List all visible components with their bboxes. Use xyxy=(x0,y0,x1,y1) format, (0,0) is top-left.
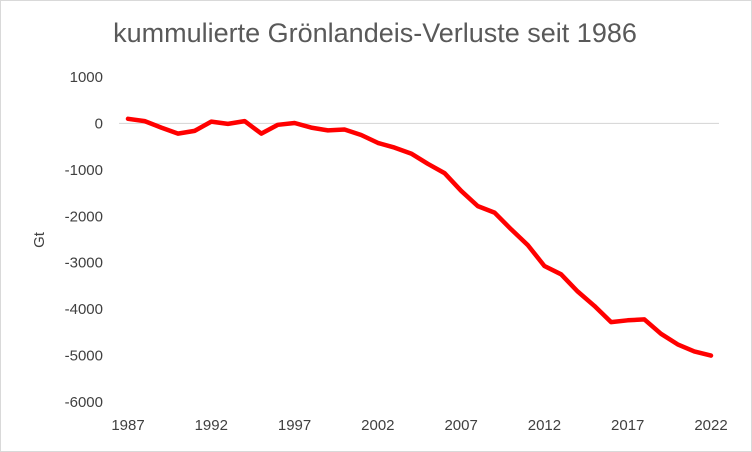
y-tick-label: -5000 xyxy=(65,348,103,365)
x-tick-label: 2002 xyxy=(361,417,394,434)
y-tick-label: -1000 xyxy=(65,162,103,179)
series-layer xyxy=(125,116,714,358)
y-tick-label: -3000 xyxy=(65,255,103,272)
x-tick-label: 1987 xyxy=(111,417,144,434)
x-tick-label: 2007 xyxy=(444,417,477,434)
y-axis-label: Gt xyxy=(31,231,48,248)
y-tick-label: 0 xyxy=(95,115,103,132)
x-tick-label: 2017 xyxy=(611,417,644,434)
series-line xyxy=(125,116,714,358)
x-tick-label: 2012 xyxy=(528,417,561,434)
x-tick-label: 2022 xyxy=(694,417,727,434)
chart-title: kummulierte Grönlandeis-Verluste seit 19… xyxy=(113,18,637,48)
y-tick-label: -4000 xyxy=(65,301,103,318)
y-axis: 1000 0 -1000 -2000 -3000 -4000 -5000 -6000 xyxy=(65,69,103,411)
x-tick-label: 1997 xyxy=(278,417,311,434)
y-tick-label: -2000 xyxy=(65,208,103,225)
y-tick-label: -6000 xyxy=(65,394,103,411)
y-tick-label: 1000 xyxy=(70,69,103,86)
x-axis: 1987 1992 1997 2002 2007 2012 2017 2022 xyxy=(111,417,727,434)
x-tick-label: 1992 xyxy=(195,417,228,434)
